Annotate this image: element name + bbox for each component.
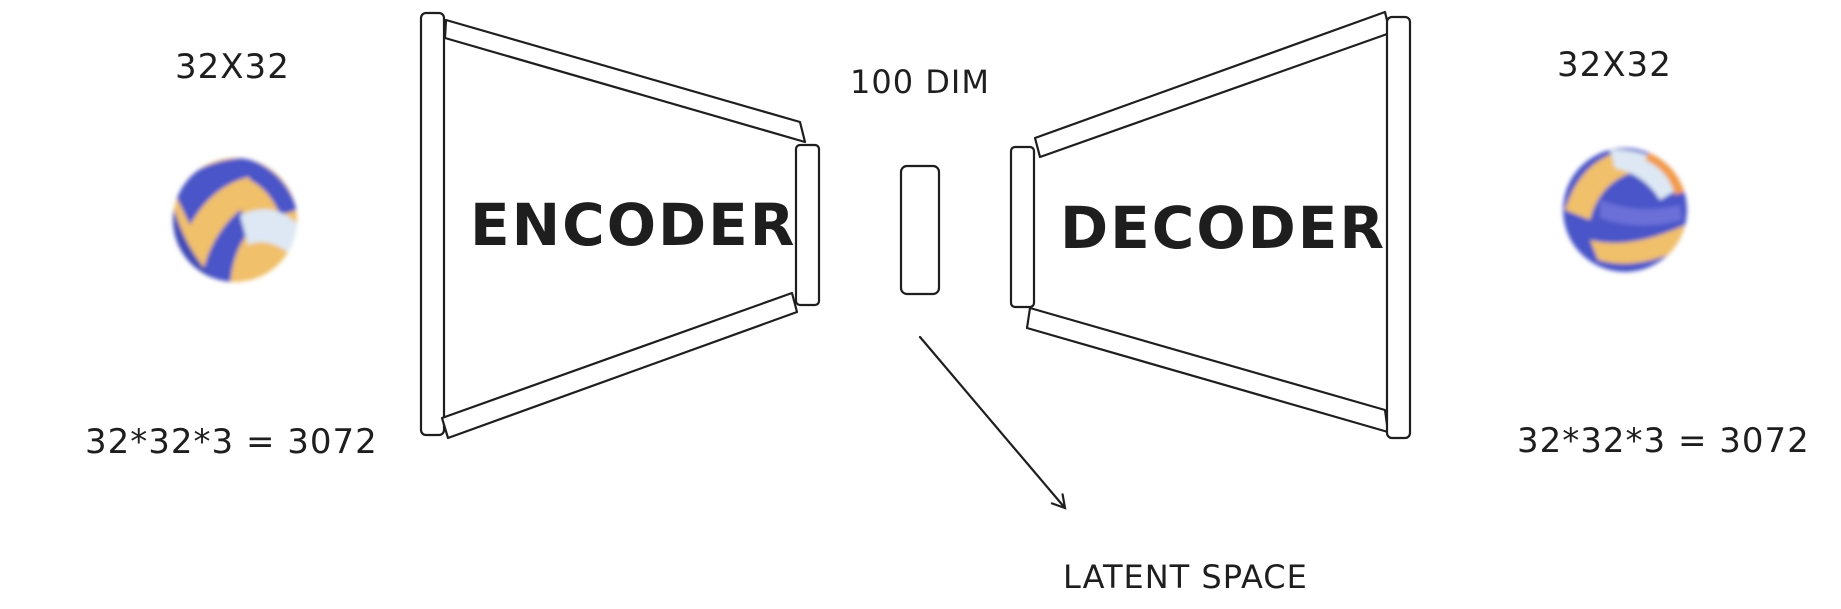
decoder-bottom-bar [1025,306,1390,434]
encoder-bottom-bar [440,291,799,440]
encoder-left-bar [419,11,446,437]
encoder-label: ENCODER [470,191,796,259]
input-size-label: 32X32 [175,47,290,87]
output-volleyball-image [1563,148,1687,272]
decoder-top-bar [1033,10,1392,159]
decoder-right-bar [1385,15,1412,440]
output-flat-label: 32*32*3 = 3072 [1517,421,1810,461]
encoder-block: ENCODER [419,11,821,440]
latent-vector-box [899,164,941,296]
latent-dim-label: 100 DIM [850,63,990,101]
input-flat-label: 32*32*3 = 3072 [85,422,378,462]
decoder-label: DECODER [1060,194,1386,262]
latent-space-label: LATENT SPACE [1063,558,1308,596]
input-volleyball-image [173,158,297,282]
output-size-label: 32X32 [1557,45,1672,85]
latent-arrow [918,335,1067,510]
decoder-block: DECODER [1009,10,1412,440]
decoder-left-bar [1009,145,1036,309]
encoder-top-bar [443,18,807,144]
encoder-right-bar [794,143,821,307]
